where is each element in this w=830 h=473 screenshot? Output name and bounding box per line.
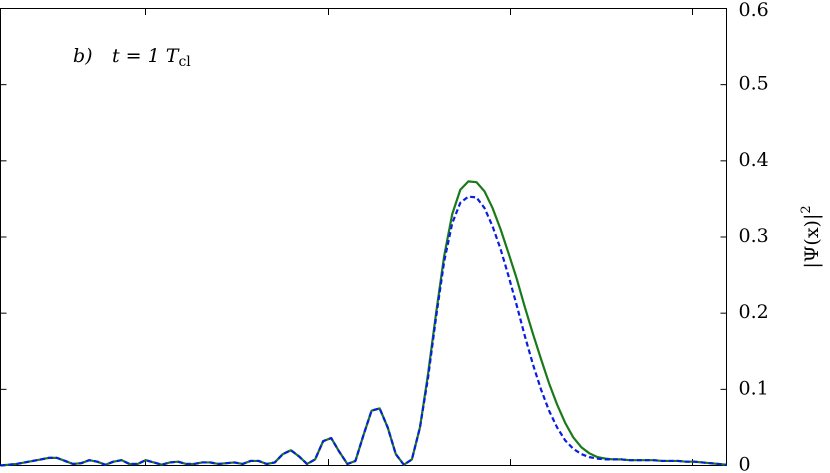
- annotation-label: b): [73, 45, 93, 67]
- y-tick-label: 0.2: [739, 301, 769, 323]
- series-line: [0, 195, 727, 467]
- y-axis-label: |Ψ(x)|2: [799, 205, 823, 268]
- y-tick-label: 0.6: [739, 0, 769, 21]
- y-axis-label-superscript: 2: [799, 205, 814, 213]
- annotation-main: t = 1 T: [112, 45, 180, 67]
- x-ticks: [145, 9, 693, 465]
- annotation-text: t = 1 Tcl: [112, 45, 191, 70]
- plot-frame: [0, 8, 727, 466]
- annotation-subscript: cl: [178, 54, 191, 70]
- y-tick-label: 0.1: [739, 377, 769, 399]
- y-tick-label: 0: [739, 454, 751, 473]
- series-line: [0, 180, 727, 467]
- y-tick-label: 0.4: [739, 149, 769, 171]
- y-tick-label: 0.3: [739, 225, 769, 247]
- y-tick-label: 0.5: [739, 73, 769, 95]
- y-axis-label-main: |Ψ(x)|: [801, 214, 823, 269]
